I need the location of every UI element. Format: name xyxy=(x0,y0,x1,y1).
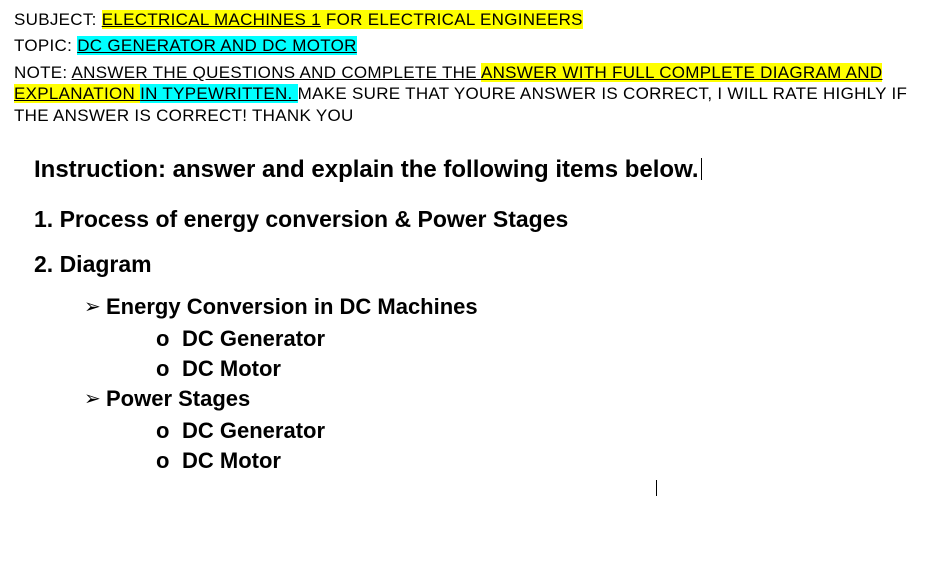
sub-list: ➢Energy Conversion in DC Machines oDC Ge… xyxy=(34,294,919,474)
section-0-items: oDC Generator oDC Motor xyxy=(84,326,919,382)
section-title-1: Power Stages xyxy=(106,386,250,411)
note-seg1: ANSWER THE QUESTIONS AND COMPLETE THE xyxy=(72,63,481,82)
topic-label: TOPIC: xyxy=(14,36,77,55)
list-item: oDC Motor xyxy=(156,448,919,474)
note-seg3: IN TYPEWRITTEN. xyxy=(140,84,298,103)
list-item-text: DC Generator xyxy=(182,326,325,351)
list-item: oDC Generator xyxy=(156,326,919,352)
instruction-line: Instruction: answer and explain the foll… xyxy=(34,156,919,184)
arrow-icon: ➢ xyxy=(84,294,106,319)
subject-line: SUBJECT: ELECTRICAL MACHINES 1 FOR ELECT… xyxy=(14,10,919,30)
section-title-0: Energy Conversion in DC Machines xyxy=(106,294,478,319)
o-bullet-icon: o xyxy=(156,356,182,382)
topic-value: DC GENERATOR AND DC MOTOR xyxy=(77,36,357,55)
list-item-text: DC Generator xyxy=(182,418,325,443)
o-bullet-icon: o xyxy=(156,448,182,474)
bottom-cursor-wrap xyxy=(34,480,919,499)
document-page: SUBJECT: ELECTRICAL MACHINES 1 FOR ELECT… xyxy=(0,0,933,509)
topic-line: TOPIC: DC GENERATOR AND DC MOTOR xyxy=(14,36,919,56)
item-2: 2. Diagram xyxy=(34,251,919,278)
o-bullet-icon: o xyxy=(156,418,182,444)
subject-value-part1: ELECTRICAL MACHINES 1 xyxy=(102,10,321,29)
subject-value-part2: FOR ELECTRICAL ENGINEERS xyxy=(321,10,583,29)
body-region: Instruction: answer and explain the foll… xyxy=(14,156,919,499)
text-cursor-icon xyxy=(701,158,702,180)
section-1-items: oDC Generator oDC Motor xyxy=(84,418,919,474)
text-cursor-icon xyxy=(656,480,657,496)
item-1: 1. Process of energy conversion & Power … xyxy=(34,206,919,233)
instruction-text: Instruction: answer and explain the foll… xyxy=(34,156,699,183)
subject-label: SUBJECT: xyxy=(14,10,102,29)
o-bullet-icon: o xyxy=(156,326,182,352)
arrow-icon: ➢ xyxy=(84,386,106,411)
note-label: NOTE: xyxy=(14,63,72,82)
list-item-text: DC Motor xyxy=(182,356,281,381)
list-item-text: DC Motor xyxy=(182,448,281,473)
section-heading-0: ➢Energy Conversion in DC Machines xyxy=(84,294,919,320)
section-heading-1: ➢Power Stages xyxy=(84,386,919,412)
note-block: NOTE: ANSWER THE QUESTIONS AND COMPLETE … xyxy=(14,62,919,126)
list-item: oDC Motor xyxy=(156,356,919,382)
list-item: oDC Generator xyxy=(156,418,919,444)
